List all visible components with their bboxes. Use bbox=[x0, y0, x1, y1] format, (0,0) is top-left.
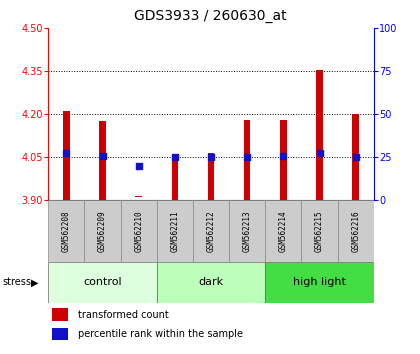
Bar bbox=[84, 200, 121, 262]
Bar bbox=[265, 200, 302, 262]
Point bbox=[316, 150, 323, 156]
Bar bbox=[302, 200, 338, 262]
Bar bbox=[265, 262, 374, 303]
Point bbox=[135, 163, 142, 169]
Bar bbox=[48, 262, 157, 303]
Point bbox=[63, 150, 70, 156]
Point bbox=[280, 153, 287, 159]
Bar bbox=[244, 120, 250, 200]
Text: high light: high light bbox=[293, 277, 346, 287]
Text: ▶: ▶ bbox=[31, 277, 38, 287]
Bar bbox=[280, 120, 286, 200]
Bar bbox=[63, 111, 70, 200]
Bar bbox=[48, 200, 84, 262]
Bar bbox=[52, 328, 68, 340]
Bar bbox=[157, 262, 265, 303]
Text: stress: stress bbox=[2, 277, 31, 287]
Bar bbox=[316, 70, 323, 200]
Text: GDS3933 / 260630_at: GDS3933 / 260630_at bbox=[134, 9, 286, 23]
Bar bbox=[229, 200, 265, 262]
Bar bbox=[172, 156, 178, 200]
Bar bbox=[338, 200, 374, 262]
Bar bbox=[208, 153, 214, 200]
Point bbox=[171, 154, 178, 160]
Text: GSM562213: GSM562213 bbox=[243, 210, 252, 252]
Point bbox=[208, 154, 215, 160]
Bar bbox=[52, 308, 68, 321]
Bar bbox=[121, 200, 157, 262]
Bar bbox=[157, 200, 193, 262]
Point bbox=[99, 153, 106, 159]
Point bbox=[352, 154, 359, 159]
Text: GSM562211: GSM562211 bbox=[171, 210, 179, 252]
Point bbox=[244, 154, 251, 159]
Text: GSM562210: GSM562210 bbox=[134, 210, 143, 252]
Text: transformed count: transformed count bbox=[78, 309, 168, 320]
Bar bbox=[99, 121, 106, 200]
Text: GSM562215: GSM562215 bbox=[315, 210, 324, 252]
Text: GSM562214: GSM562214 bbox=[279, 210, 288, 252]
Text: control: control bbox=[83, 277, 122, 287]
Text: percentile rank within the sample: percentile rank within the sample bbox=[78, 329, 243, 339]
Bar bbox=[352, 114, 359, 200]
Bar bbox=[193, 200, 229, 262]
Text: GSM562216: GSM562216 bbox=[351, 210, 360, 252]
Text: GSM562208: GSM562208 bbox=[62, 210, 71, 252]
Text: dark: dark bbox=[199, 277, 223, 287]
Bar bbox=[136, 196, 142, 197]
Text: GSM562209: GSM562209 bbox=[98, 210, 107, 252]
Text: GSM562212: GSM562212 bbox=[207, 210, 215, 252]
